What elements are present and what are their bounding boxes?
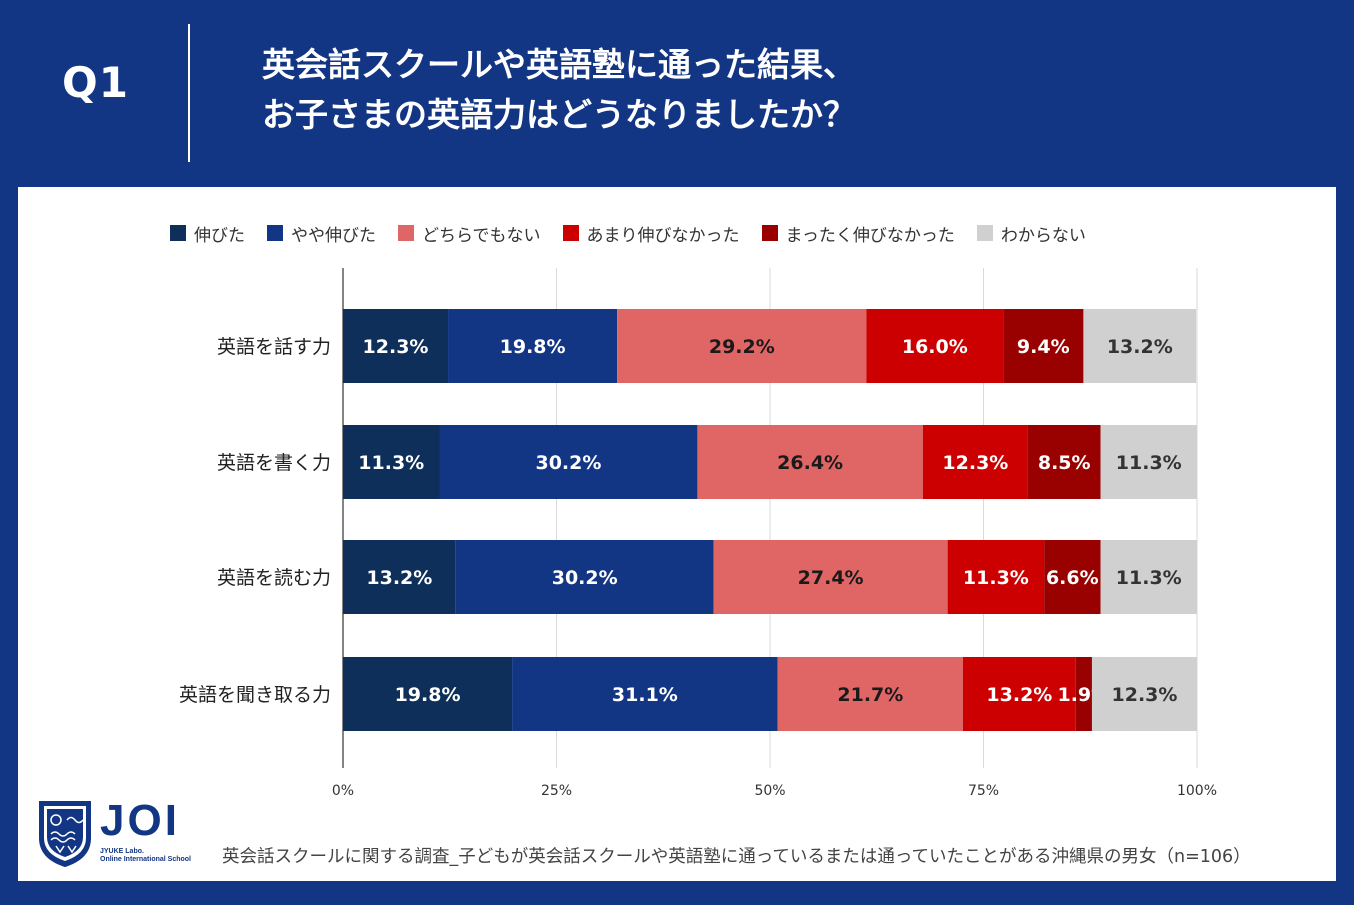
bar-segment <box>512 657 778 731</box>
legend-item: やや伸びた <box>267 221 376 246</box>
data-label: 11.3% <box>963 567 1029 589</box>
data-label: 16.0% <box>902 336 968 358</box>
legend-swatch <box>761 225 778 241</box>
data-label: 30.2% <box>535 452 601 474</box>
bar-segment <box>455 540 714 614</box>
bar-segment <box>448 309 618 383</box>
data-label: 9.4% <box>1017 336 1070 358</box>
legend-label: どちらでもない <box>422 225 541 246</box>
data-label: 11.3% <box>1116 567 1182 589</box>
data-label: 12.3% <box>942 452 1008 474</box>
data-label: 11.3% <box>358 452 424 474</box>
x-tick-label: 0% <box>332 783 354 799</box>
data-label: 19.8% <box>500 336 566 358</box>
legend-label: やや伸びた <box>291 225 376 246</box>
legend-swatch <box>170 225 186 241</box>
bar-segment <box>1091 657 1197 731</box>
data-label: 13.2% <box>1107 336 1173 358</box>
bar-segment <box>1003 309 1084 383</box>
bar-segment <box>963 657 1076 731</box>
legend-label: わからない <box>1000 225 1086 246</box>
category-label: 英語を話す力 <box>217 336 331 358</box>
bar-segment <box>343 309 449 383</box>
data-label: 27.4% <box>798 567 864 589</box>
data-label: 13.2% <box>366 567 432 589</box>
header-divider <box>188 24 190 162</box>
data-label: 29.2% <box>709 336 775 358</box>
x-tick-label: 100% <box>1177 783 1217 799</box>
legend-item: わからない <box>976 221 1086 246</box>
joi-logo: JOI JYUKE Labo. Online International Sch… <box>36 796 226 870</box>
category-label: 英語を読む力 <box>217 567 331 589</box>
data-label: 12.3% <box>1112 684 1178 706</box>
bar-segment <box>697 425 923 499</box>
legend-swatch <box>267 225 283 241</box>
title-line-1: 英会話スクールや英語塾に通った結果、 <box>262 45 856 84</box>
bar-segment <box>777 657 964 731</box>
x-tick-label: 50% <box>754 783 785 799</box>
data-label: 11.3% <box>1116 452 1182 474</box>
bar-segment <box>713 540 948 614</box>
bar-segment <box>343 540 456 614</box>
data-label: 8.5% <box>1038 452 1091 474</box>
legend-label: まったく伸びなかった <box>785 225 955 246</box>
legend-item: あまり伸びなかった <box>562 221 740 246</box>
legend-swatch <box>562 225 579 241</box>
logo-subtitle-2: Online International School <box>100 856 192 863</box>
bar-segment <box>1044 540 1101 614</box>
chart-panel <box>18 187 1336 881</box>
bar-segment <box>1075 657 1092 731</box>
school-crest-icon <box>39 801 91 868</box>
data-label: 12.3% <box>363 336 429 358</box>
question-label: Q1 <box>62 58 129 107</box>
title-line-2: お子さまの英語力はどうなりましたか？ <box>262 95 856 134</box>
data-label: 6.6% <box>1046 567 1099 589</box>
x-tick-label: 25% <box>541 783 572 799</box>
data-label: 13.2% <box>986 684 1052 706</box>
legend-item: まったく伸びなかった <box>761 221 955 246</box>
bar-segment <box>866 309 1004 383</box>
legend-label: 伸びた <box>194 225 245 246</box>
bar-segment <box>1083 309 1197 383</box>
legend-label: あまり伸びなかった <box>586 225 740 246</box>
data-label: 26.4% <box>777 452 843 474</box>
bar-segment <box>343 425 440 499</box>
bar-segment <box>922 425 1028 499</box>
logo-text: JOI <box>100 796 180 845</box>
data-label: 30.2% <box>552 567 618 589</box>
bar-segment <box>1100 540 1197 614</box>
data-label: 31.1% <box>612 684 678 706</box>
logo-subtitle-1: JYUKE Labo. <box>100 848 144 855</box>
source-note: 英会話スクールに関する調査_子どもが英会話スクールや英語塾に通っているまたは通っ… <box>222 847 1251 867</box>
category-label: 英語を聞き取る力 <box>179 684 331 706</box>
bar-segment <box>617 309 867 383</box>
bar-segment <box>947 540 1045 614</box>
bar-segment <box>1027 425 1101 499</box>
data-label: 21.7% <box>837 684 903 706</box>
chart-legend: 伸びた やや伸びた どちらでもない あまり伸びなかった まったく伸びなかった わからない <box>170 221 1086 246</box>
legend-item: 伸びた <box>170 221 245 246</box>
category-label: 英語を書く力 <box>217 452 331 474</box>
bar-segment <box>343 657 513 731</box>
legend-item: どちらでもない <box>398 221 541 246</box>
bar-segment <box>439 425 698 499</box>
legend-swatch <box>398 225 414 241</box>
legend-swatch <box>976 225 993 241</box>
x-tick-label: 75% <box>968 783 999 799</box>
data-label: 19.8% <box>395 684 461 706</box>
page-title: 英会話スクールや英語塾に通った結果、 お子さまの英語力はどうなりましたか？ <box>262 40 1322 140</box>
bar-segment <box>1100 425 1197 499</box>
